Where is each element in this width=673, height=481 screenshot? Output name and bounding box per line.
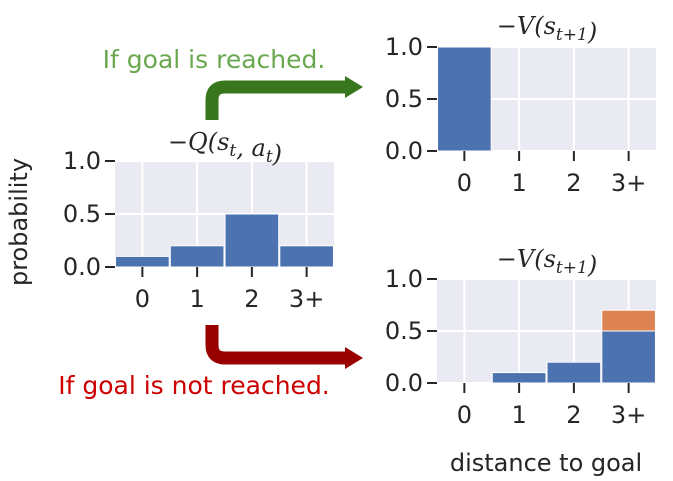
y-tick-label: 0.0: [385, 369, 423, 397]
bar: [491, 372, 547, 384]
bar: [601, 309, 656, 332]
y-tick-label: 0.0: [385, 137, 423, 165]
bar: [601, 330, 656, 384]
annotation-reached: If goal is reached.: [103, 45, 326, 74]
bar: [279, 245, 334, 268]
x-tick-label: 3+: [611, 169, 646, 197]
x-tick-label: 2: [566, 169, 581, 197]
x-tick-label: 3+: [611, 401, 646, 429]
y-tick-label: 1.0: [385, 33, 423, 61]
x-tick-label: 1: [189, 285, 204, 313]
bar: [169, 245, 225, 268]
x-tick-label: 0: [457, 401, 472, 429]
x-tick-label: 2: [244, 285, 259, 313]
bar: [115, 255, 170, 268]
y-axis-label: probability: [5, 158, 33, 286]
chart-title: −V(st+1): [497, 12, 597, 46]
x-tick-label: 3+: [289, 285, 324, 313]
bar: [546, 361, 602, 384]
x-tick-label: 1: [511, 401, 526, 429]
x-tick-label: 0: [457, 169, 472, 197]
y-tick-label: 0.5: [63, 200, 101, 228]
y-tick-label: 1.0: [385, 265, 423, 293]
x-axis-label: distance to goal: [450, 449, 642, 477]
chart-title: −V(st+1): [497, 245, 597, 279]
chart-v-not-reached: 0.0 0.5 1.0 0 1 2 3+ −V(st+1): [385, 245, 656, 429]
y-tick-label: 0.5: [385, 85, 423, 113]
bar: [437, 46, 492, 152]
x-tick-label: 1: [511, 169, 526, 197]
not-reached-arrow: [205, 325, 363, 369]
y-tick-label: 0.0: [63, 253, 101, 281]
y-tick-label: 0.5: [385, 317, 423, 345]
x-tick-label: 0: [135, 285, 150, 313]
chart-v-reached: 0.0 0.5 1.0 0 1 2 3+ −V(st+1): [385, 12, 656, 197]
reached-arrow: [205, 76, 363, 120]
bar: [224, 213, 280, 268]
x-tick-label: 2: [566, 401, 581, 429]
y-tick-label: 1.0: [63, 147, 101, 175]
chart-q-distribution: 0.0 0.5 1.0 0 1 2 3+ −Q(st, at): [63, 128, 334, 313]
chart-title: −Q(st, at): [168, 128, 282, 168]
annotation-not-reached: If goal is not reached.: [58, 371, 330, 400]
